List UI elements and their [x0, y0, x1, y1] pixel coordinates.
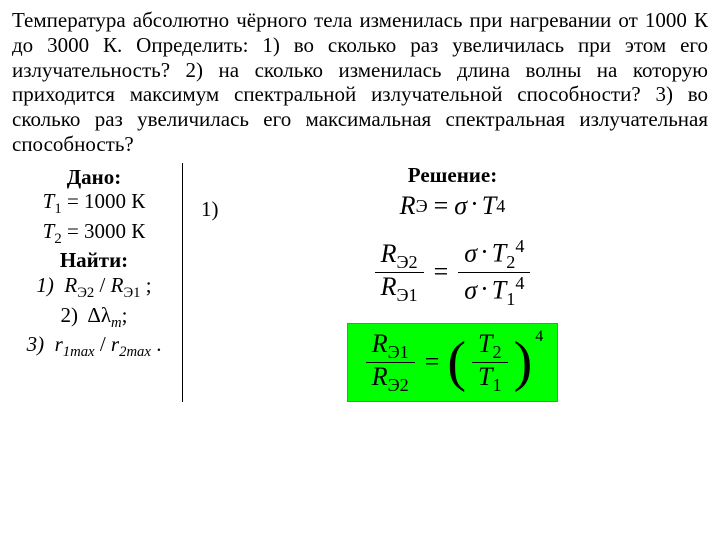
find3-tail: .: [151, 332, 162, 356]
t2-symbol: T: [43, 219, 55, 243]
given-block: Дано: T1 = 1000 К T2 = 3000 К Найти: 1) …: [12, 163, 183, 403]
eq2-sigma-d: σ: [464, 276, 477, 305]
eq3-num-r-sub: 2: [493, 342, 502, 362]
eq1-dot: ·: [470, 189, 479, 220]
eq3-num-l: R: [372, 329, 388, 358]
find3-a-sub: 1max: [63, 344, 95, 360]
find1-b: R: [111, 273, 124, 297]
find1-pre: 1): [36, 273, 54, 297]
t1-symbol: T: [43, 189, 55, 213]
t2-value: = 3000 К: [62, 219, 146, 243]
find2-sym: Δλ: [87, 303, 111, 327]
eq2-den-l-sub: Э1: [396, 285, 417, 305]
given-title: Дано:: [67, 165, 122, 189]
eq2-num-l-sub: Э2: [396, 252, 417, 272]
eq2-num-r: T: [492, 239, 506, 268]
formula-block: RЭ = σ·T4 RЭ2 RЭ1 = σ·T24 σ·T14: [197, 191, 708, 402]
eq1-sigma: σ: [454, 191, 467, 222]
part1-label: 1): [201, 197, 219, 222]
find-title: Найти:: [60, 248, 128, 272]
eq2-den-r-sub: 1: [506, 289, 515, 309]
find2-tail: ;: [122, 303, 128, 327]
t1-sub: 1: [54, 202, 61, 218]
find3-a: r: [55, 332, 63, 356]
t1-value: = 1000 К: [62, 189, 146, 213]
eq2-den-r-pow: 4: [515, 273, 524, 293]
find1-a: R: [64, 273, 77, 297]
find2-sub: m: [111, 315, 122, 331]
find3-div: /: [95, 332, 111, 356]
find1-tail: ;: [141, 273, 152, 297]
t2-sub: 2: [54, 231, 61, 247]
equation-1: RЭ = σ·T4: [400, 191, 506, 222]
eq3-rparen: ): [514, 337, 533, 387]
eq2-num-l: R: [381, 239, 397, 268]
eq1-R-sub: Э: [416, 196, 428, 217]
eq3-num-l-sub: Э1: [388, 342, 409, 362]
eq3-den-l-sub: Э2: [388, 375, 409, 395]
eq1-T: T: [482, 191, 496, 222]
eq1-R: R: [400, 191, 416, 222]
eq3-den-r: T: [478, 362, 492, 391]
problem-statement: Температура абсолютно чёрного тела измен…: [12, 8, 708, 157]
find3-b: r: [111, 332, 119, 356]
equation-2: RЭ2 RЭ1 = σ·T24 σ·T14: [371, 236, 535, 309]
find1-a-sub: Э2: [77, 285, 94, 301]
eq3-equals: =: [425, 347, 440, 378]
eq1-pow: 4: [496, 196, 505, 217]
eq2-equals: =: [434, 257, 449, 288]
eq3-den-l: R: [372, 362, 388, 391]
find1-b-sub: Э1: [123, 285, 140, 301]
eq2-den-l: R: [381, 272, 397, 301]
find2-pre: 2): [61, 303, 79, 327]
find3-pre: 3): [27, 332, 45, 356]
solution-block: Решение: 1) RЭ = σ·T4 RЭ2 RЭ1 = σ·T24: [183, 163, 708, 403]
find3-b-sub: 2max: [119, 344, 151, 360]
eq2-num-r-pow: 4: [515, 236, 524, 256]
eq3-num-r: T: [478, 329, 492, 358]
eq3-den-r-sub: 1: [493, 375, 502, 395]
equation-3-boxed: RЭ1 RЭ2 = ( T2 T1 ) 4: [347, 323, 559, 402]
eq2-den-r: T: [492, 276, 506, 305]
eq3-lparen: (: [447, 337, 466, 387]
solution-title: Решение:: [197, 163, 708, 188]
lower-section: Дано: T1 = 1000 К T2 = 3000 К Найти: 1) …: [12, 163, 708, 403]
eq2-num-r-sub: 2: [506, 252, 515, 272]
eq1-equals: =: [434, 191, 449, 222]
find1-div: /: [94, 273, 110, 297]
eq2-sigma-n: σ: [464, 239, 477, 268]
eq3-pow: 4: [535, 328, 543, 347]
